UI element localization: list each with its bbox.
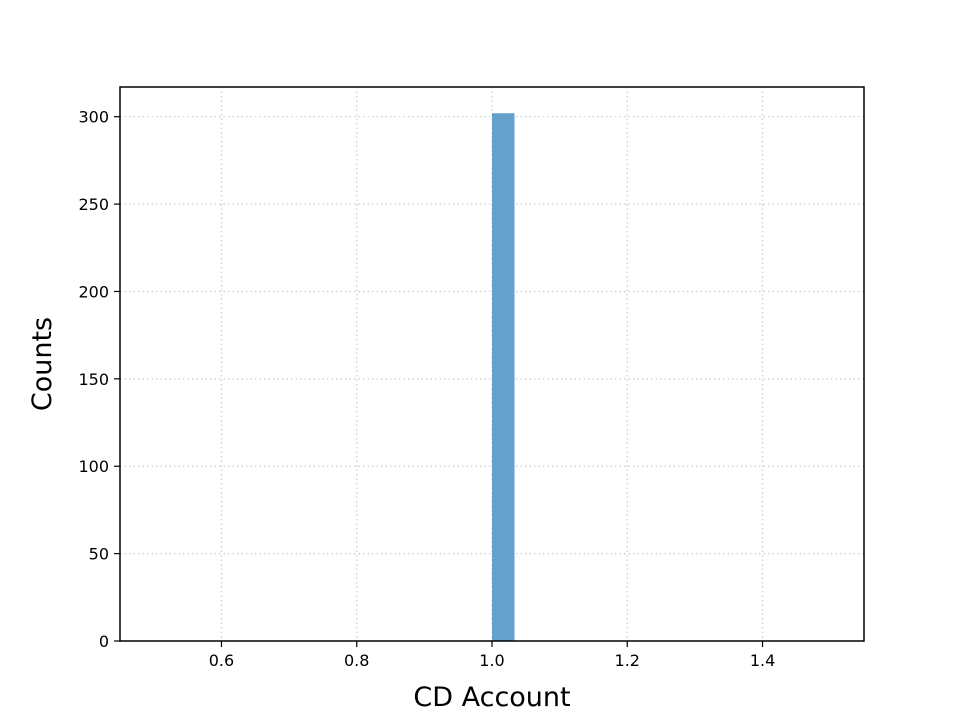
y-tick-label: 0 xyxy=(99,632,109,651)
x-tick-label: 1.2 xyxy=(615,651,640,670)
y-tick-label: 150 xyxy=(78,370,109,389)
x-axis-ticks: 0.6 0.8 1.0 1.2 1.4 xyxy=(209,641,775,670)
y-tick-label: 100 xyxy=(78,457,109,476)
x-axis-label: CD Account xyxy=(413,682,570,713)
y-tick-label: 250 xyxy=(78,195,109,214)
x-tick-label: 0.8 xyxy=(344,651,369,670)
histogram-bars xyxy=(492,113,515,642)
x-tick-label: 1.0 xyxy=(479,651,504,670)
x-tick-label: 0.6 xyxy=(209,651,234,670)
x-tick-label: 1.4 xyxy=(750,651,775,670)
y-tick-label: 300 xyxy=(78,108,109,127)
y-tick-label: 50 xyxy=(89,545,109,564)
y-axis-label: Counts xyxy=(27,317,58,411)
y-axis-ticks: 0 50 100 150 200 250 300 xyxy=(78,108,120,651)
y-tick-label: 200 xyxy=(78,282,109,301)
histogram-bar xyxy=(492,113,515,642)
